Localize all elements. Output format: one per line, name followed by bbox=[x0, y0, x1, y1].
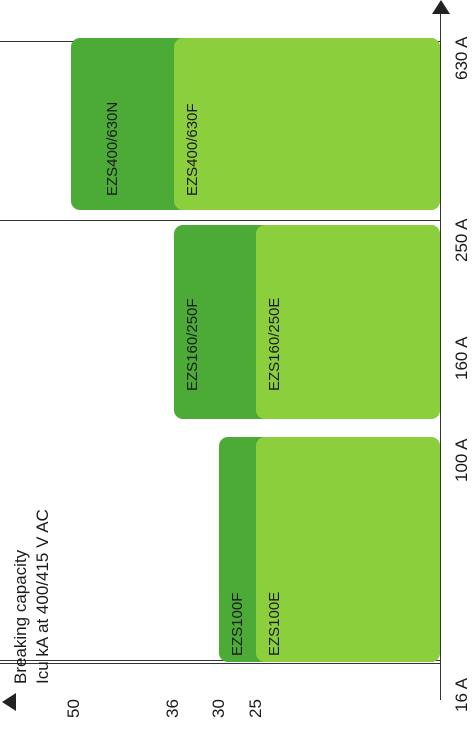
x-tick-100a: 100 A bbox=[452, 438, 471, 483]
y-tick-50: 50 bbox=[64, 699, 83, 718]
gridline-25 bbox=[0, 663, 440, 664]
block-ezs400-630f bbox=[174, 38, 440, 210]
x-tick-160a: 160 A bbox=[452, 336, 471, 381]
gridline-36 bbox=[0, 220, 440, 221]
block-ezs100e bbox=[256, 437, 440, 662]
x-tick-630a: 630 A bbox=[452, 36, 471, 81]
y-tick-25: 25 bbox=[246, 699, 265, 718]
x-axis-line bbox=[440, 10, 441, 700]
label-ezs160-250e: EZS160/250E bbox=[266, 297, 283, 391]
x-axis-arrow-icon bbox=[432, 0, 450, 14]
label-ezs400-630f: EZS400/630F bbox=[184, 103, 201, 196]
gridline-30 bbox=[0, 660, 440, 661]
y-tick-36: 36 bbox=[163, 699, 182, 718]
y-axis-title-line2: Icu kA at 400/415 V AC bbox=[33, 509, 52, 684]
y-axis-arrow-icon bbox=[2, 693, 16, 711]
x-tick-16a: 16 A bbox=[452, 677, 471, 712]
block-ezs160-250e bbox=[256, 225, 440, 419]
label-ezs400-630n: EZS400/630N bbox=[104, 101, 121, 196]
label-ezs100f: EZS100F bbox=[229, 592, 246, 656]
x-tick-250a: 250 A bbox=[452, 218, 471, 263]
label-ezs100e: EZS100E bbox=[266, 591, 283, 656]
y-tick-30: 30 bbox=[209, 699, 228, 718]
label-ezs160-250f: EZS160/250F bbox=[184, 298, 201, 391]
y-axis-title-line1: Breaking capacity bbox=[11, 549, 30, 684]
